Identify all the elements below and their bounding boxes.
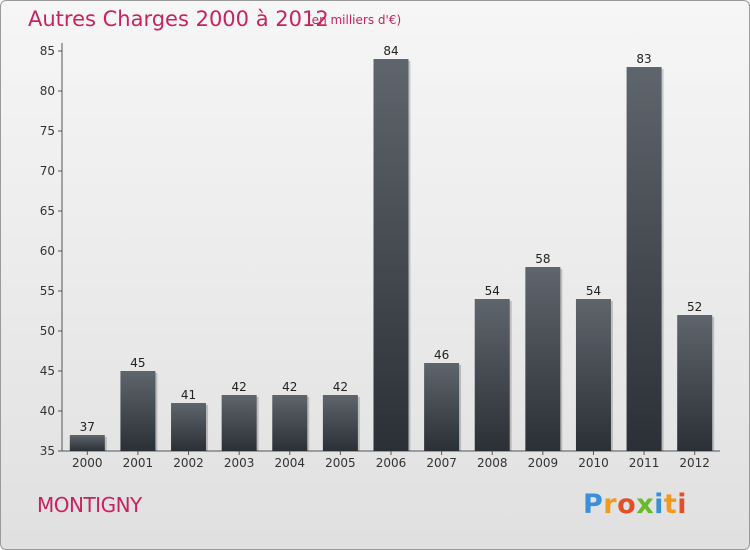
chart-title: Autres Charges 2000 à 2012 bbox=[28, 7, 329, 31]
y-tick-label: 55 bbox=[40, 284, 55, 298]
x-tick-label: 2011 bbox=[629, 456, 660, 470]
bar-value-label: 46 bbox=[434, 348, 449, 362]
bar-value-label: 42 bbox=[232, 380, 247, 394]
chart-subtitle: (en milliers d'€) bbox=[307, 13, 402, 27]
y-tick-label: 60 bbox=[40, 244, 55, 258]
bar-2010 bbox=[575, 299, 611, 451]
bar-value-label: 54 bbox=[586, 284, 601, 298]
x-tick-label: 2009 bbox=[528, 456, 559, 470]
bar-value-label: 84 bbox=[383, 44, 398, 58]
proxiti-logo[interactable]: Proxiti bbox=[583, 489, 687, 520]
y-tick-label: 70 bbox=[40, 164, 55, 178]
chart-axes: 35 40 45 50 55 60 65 70 75 80 85 2000 2001 2002 2003 20… bbox=[40, 43, 720, 470]
y-tick-label: 65 bbox=[40, 204, 55, 218]
bar-2001 bbox=[120, 371, 156, 451]
bar-2005 bbox=[322, 395, 358, 451]
chart-bar-labels: 37 45 41 42 42 42 84 46 54 58 54 83 52 bbox=[80, 44, 703, 434]
x-tick-label: 2008 bbox=[477, 456, 508, 470]
bar-2009 bbox=[525, 267, 561, 451]
bar-value-label: 54 bbox=[485, 284, 500, 298]
x-tick-label: 2001 bbox=[123, 456, 154, 470]
logo-letter: x bbox=[636, 489, 655, 520]
bar-2004 bbox=[272, 395, 308, 451]
y-tick-label: 80 bbox=[40, 84, 55, 98]
bar-value-label: 52 bbox=[687, 300, 702, 314]
x-tick-label: 2007 bbox=[426, 456, 457, 470]
x-tick-label: 2003 bbox=[224, 456, 255, 470]
bar-2012 bbox=[677, 315, 713, 451]
bar-value-label: 42 bbox=[282, 380, 297, 394]
y-tick-label: 75 bbox=[40, 124, 55, 138]
logo-letter: r bbox=[603, 489, 618, 520]
x-tick-label: 2004 bbox=[274, 456, 305, 470]
x-tick-label: 2006 bbox=[376, 456, 407, 470]
y-tick-label: 40 bbox=[40, 404, 55, 418]
bar-2002 bbox=[171, 403, 207, 451]
x-tick-label: 2012 bbox=[679, 456, 710, 470]
logo-letter: i bbox=[677, 489, 688, 520]
location-name: MONTIGNY bbox=[37, 493, 142, 517]
bar-value-label: 83 bbox=[636, 52, 651, 66]
bar-value-label: 45 bbox=[130, 356, 145, 370]
y-tick-label: 45 bbox=[40, 364, 55, 378]
logo-letter: o bbox=[617, 489, 637, 520]
bar-2007 bbox=[424, 363, 460, 451]
bar-2011 bbox=[626, 67, 662, 451]
logo-letter: t bbox=[663, 489, 678, 520]
bar-2000 bbox=[69, 435, 105, 451]
x-tick-label: 2000 bbox=[72, 456, 103, 470]
bar-2008 bbox=[474, 299, 510, 451]
chart-bars bbox=[69, 59, 715, 451]
logo-letter: i bbox=[654, 489, 664, 520]
y-tick-label: 85 bbox=[40, 44, 55, 58]
bar-2003 bbox=[221, 395, 257, 451]
logo-letter: P bbox=[583, 489, 604, 520]
bar-2006 bbox=[373, 59, 409, 451]
y-tick-label: 50 bbox=[40, 324, 55, 338]
bar-value-label: 42 bbox=[333, 380, 348, 394]
y-tick-label: 35 bbox=[40, 444, 55, 458]
x-tick-label: 2010 bbox=[578, 456, 609, 470]
x-tick-label: 2005 bbox=[325, 456, 356, 470]
bar-value-label: 37 bbox=[80, 420, 95, 434]
x-tick-label: 2002 bbox=[173, 456, 204, 470]
bar-value-label: 41 bbox=[181, 388, 196, 402]
bar-value-label: 58 bbox=[535, 252, 550, 266]
